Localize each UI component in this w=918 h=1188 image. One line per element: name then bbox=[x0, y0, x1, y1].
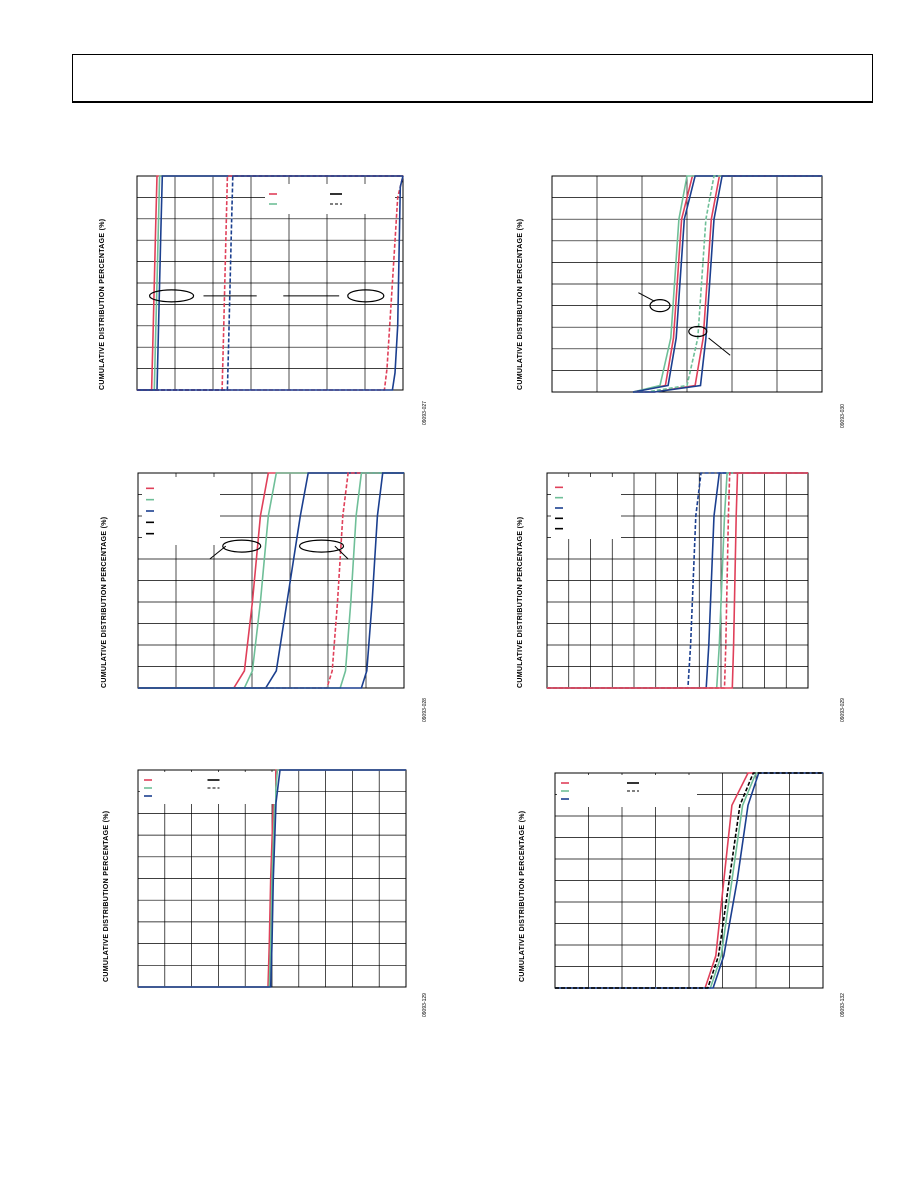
cdf-series-line-6 bbox=[138, 472, 404, 689]
y-axis-label: CUMULATIVE DISTRIBUTION PERCENTAGE (%) bbox=[519, 810, 526, 982]
chart-plot-5 bbox=[137, 769, 407, 988]
figure-id: 09093-132 bbox=[840, 993, 846, 1017]
chart-panel-5: CUMULATIVE DISTRIBUTION PERCENTAGE (%) 0… bbox=[100, 760, 440, 1030]
annotation-ellipse bbox=[222, 539, 262, 553]
annotation-leader bbox=[638, 292, 655, 302]
cdf-series-line-3 bbox=[138, 769, 406, 988]
chart-plot-4 bbox=[546, 472, 809, 689]
y-axis-label: CUMULATIVE DISTRIBUTION PERCENTAGE (%) bbox=[517, 218, 524, 390]
chart-panel-1: CUMULATIVE DISTRIBUTION PERCENTAGE (%) 0… bbox=[99, 160, 440, 430]
annotation-ellipse bbox=[298, 539, 345, 553]
chart-panel-6: CUMULATIVE DISTRIBUTION PERCENTAGE (%) 0… bbox=[515, 760, 855, 1030]
figure-id: 09093-028 bbox=[422, 698, 428, 722]
figure-id: 09093-027 bbox=[422, 401, 428, 425]
annotation-leader bbox=[334, 545, 349, 560]
cdf-series-line-7 bbox=[137, 175, 404, 391]
annotation-ellipse bbox=[347, 289, 385, 303]
annotation-ellipse bbox=[688, 325, 708, 338]
legend-box bbox=[265, 184, 395, 214]
chart-plot-1 bbox=[136, 175, 404, 391]
plot-frame bbox=[137, 769, 407, 988]
chart-plot-2 bbox=[551, 175, 823, 393]
cdf-series-line-6 bbox=[633, 175, 822, 393]
annotation-leader bbox=[209, 545, 227, 560]
annotation-leader bbox=[708, 337, 731, 356]
chart-plot-6 bbox=[554, 772, 824, 989]
y-axis-label: CUMULATIVE DISTRIBUTION PERCENTAGE (%) bbox=[99, 218, 106, 390]
chart-panel-4: CUMULATIVE DISTRIBUTION PERCENTAGE (%) 0… bbox=[515, 460, 855, 730]
cdf-series-line-4 bbox=[555, 772, 823, 989]
cdf-series-line-5 bbox=[547, 472, 808, 689]
chart-panel-2: CUMULATIVE DISTRIBUTION PERCENTAGE (%) 0… bbox=[515, 160, 855, 430]
y-axis-label: CUMULATIVE DISTRIBUTION PERCENTAGE (%) bbox=[101, 516, 108, 688]
y-axis-label: CUMULATIVE DISTRIBUTION PERCENTAGE (%) bbox=[103, 810, 110, 982]
legend-box bbox=[142, 477, 220, 545]
annotation-ellipse bbox=[649, 299, 671, 313]
page-header-box bbox=[72, 54, 873, 103]
figure-id: 09093-029 bbox=[840, 698, 846, 722]
figure-id: 09093-129 bbox=[422, 993, 428, 1017]
annotation-ellipse bbox=[148, 289, 195, 303]
cdf-series-line-4 bbox=[547, 472, 808, 689]
chart-panel-3: CUMULATIVE DISTRIBUTION PERCENTAGE (%) 0… bbox=[100, 460, 440, 730]
y-axis-label: CUMULATIVE DISTRIBUTION PERCENTAGE (%) bbox=[517, 516, 524, 688]
cdf-series-line-3 bbox=[632, 175, 822, 393]
chart-plot-3 bbox=[137, 472, 405, 689]
figure-id: 09093-030 bbox=[840, 404, 846, 428]
